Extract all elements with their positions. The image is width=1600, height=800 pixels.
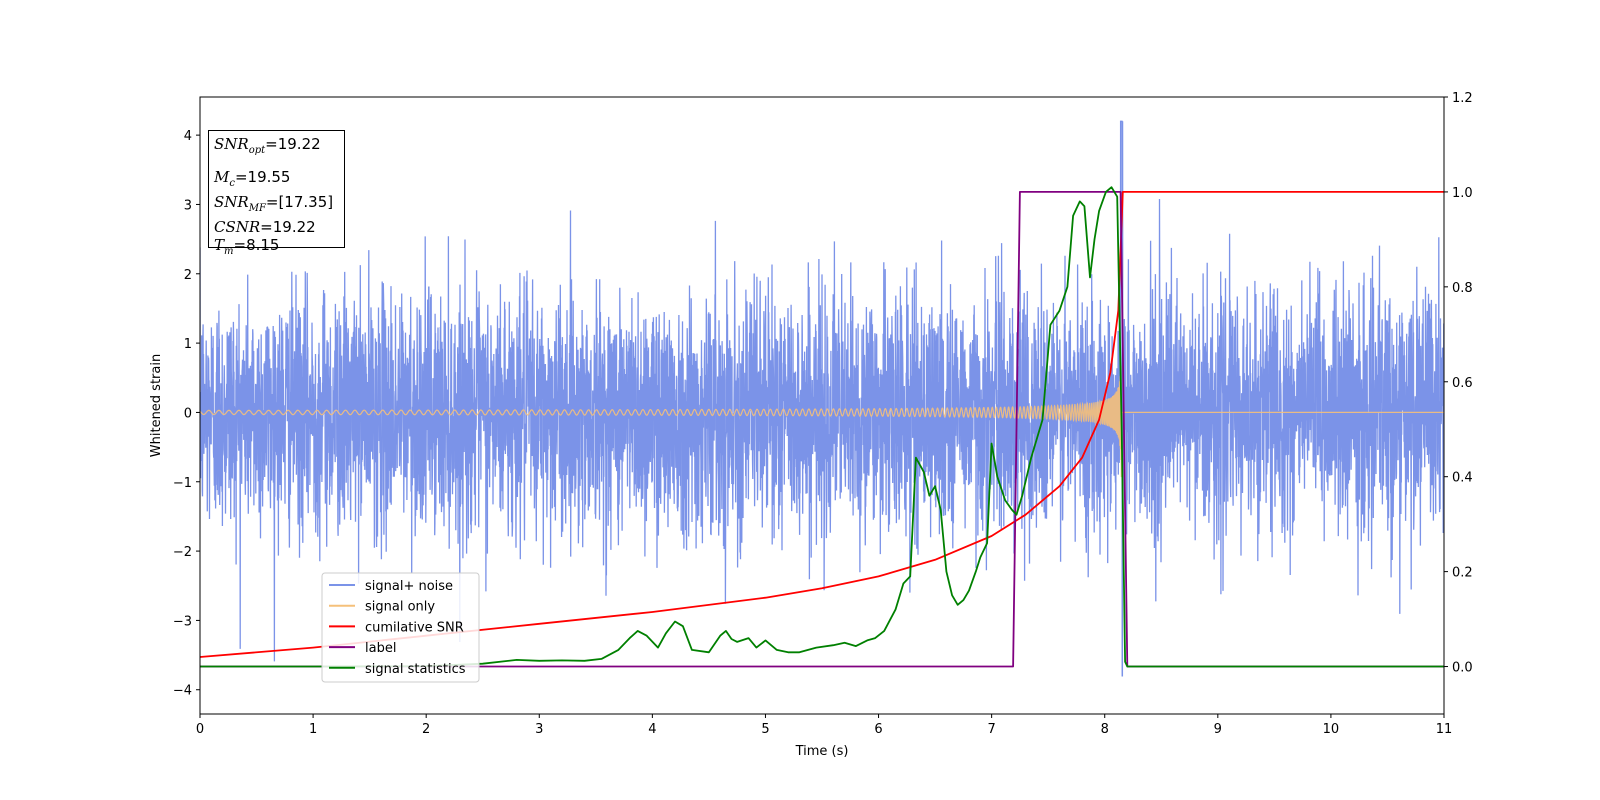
y-left-tick-label: −3 xyxy=(173,614,192,629)
x-tick-label: 1 xyxy=(309,722,317,737)
y-axis-left: 4 3 2 1 0 −1 −2 −3 −4 xyxy=(173,129,200,699)
x-tick-label: 6 xyxy=(874,722,882,737)
legend-entry: signal statistics xyxy=(365,662,466,677)
x-tick-label: 7 xyxy=(987,722,995,737)
series-signal-plus-noise-layer xyxy=(200,120,1444,677)
series-signal-only xyxy=(200,365,1444,478)
y-right-tick-label: 0.8 xyxy=(1452,281,1473,296)
legend-entry: label xyxy=(365,641,396,656)
snr-mf-value: =[17.35] xyxy=(265,193,334,211)
x-tick-label: 9 xyxy=(1214,722,1222,737)
mc-value: =19.55 xyxy=(234,168,291,186)
legend-frame xyxy=(321,572,480,683)
y-left-tick-label: 4 xyxy=(184,129,192,144)
x-axis-label: Time (s) xyxy=(795,744,849,759)
y-left-tick-label: 2 xyxy=(184,268,192,283)
y-axis-label: Whitened strain xyxy=(149,354,164,457)
snr-opt-value: =19.22 xyxy=(265,135,321,153)
y-left-tick-label: 1 xyxy=(184,337,192,352)
legend-entry: cumilative SNR xyxy=(365,620,464,635)
series-signal-statistics xyxy=(200,186,1444,668)
x-tick-label: 8 xyxy=(1101,722,1109,737)
series-signal-only-layer xyxy=(200,365,1444,478)
series-signal-plus-noise xyxy=(200,120,1444,677)
y-right-tick-label: 0.2 xyxy=(1452,566,1473,581)
tm-value: =8.15 xyxy=(233,236,280,254)
y-left-tick-label: 0 xyxy=(184,406,192,421)
snr-mf-row: SNRMF=[17.35] xyxy=(214,193,334,214)
x-tick-label: 10 xyxy=(1323,722,1340,737)
y-axis-right: 1.2 1.0 0.8 0.6 0.4 0.2 0.0 xyxy=(1444,91,1473,676)
x-tick-label: 11 xyxy=(1436,722,1453,737)
x-tick-label: 4 xyxy=(648,722,656,737)
x-tick-label: 2 xyxy=(422,722,430,737)
y-left-tick-label: −4 xyxy=(173,684,192,699)
stats-annotation-box: SNRopt=19.22 Mc=19.55 SNRMF=[17.35] CSNR… xyxy=(208,130,345,257)
y-right-tick-label: 1.2 xyxy=(1452,91,1473,106)
x-axis: 0 1 2 3 4 5 6 7 8 9 10 11 xyxy=(196,714,1452,737)
series-cumulative-snr xyxy=(200,191,1444,658)
x-tick-label: 3 xyxy=(535,722,543,737)
plot-area xyxy=(200,120,1444,677)
y-right-tick-label: 0.4 xyxy=(1452,471,1473,486)
mc-row: Mc=19.55 xyxy=(214,168,291,189)
y-left-tick-label: −1 xyxy=(173,476,192,491)
x-tick-label: 5 xyxy=(761,722,769,737)
right-axis-series-layer xyxy=(200,186,1444,668)
y-right-tick-label: 0.0 xyxy=(1452,661,1473,676)
csnr-value: =19.22 xyxy=(260,218,316,236)
y-right-tick-label: 1.0 xyxy=(1452,186,1473,201)
legend-entry: signal only xyxy=(365,600,435,615)
y-right-tick-label: 0.6 xyxy=(1452,376,1473,391)
tm-row: Tm=8.15 xyxy=(214,236,280,257)
snr-opt-row: SNRopt=19.22 xyxy=(214,135,321,156)
x-tick-label: 0 xyxy=(196,722,204,737)
legend: signal+ noise signal only cumilative SNR la… xyxy=(321,572,480,683)
plot-frame xyxy=(199,96,1445,715)
y-left-tick-label: 3 xyxy=(184,198,192,213)
csnr-row: CSNR=19.22 xyxy=(214,218,316,236)
legend-entry: signal+ noise xyxy=(365,579,453,594)
y-left-tick-label: −2 xyxy=(173,545,192,560)
